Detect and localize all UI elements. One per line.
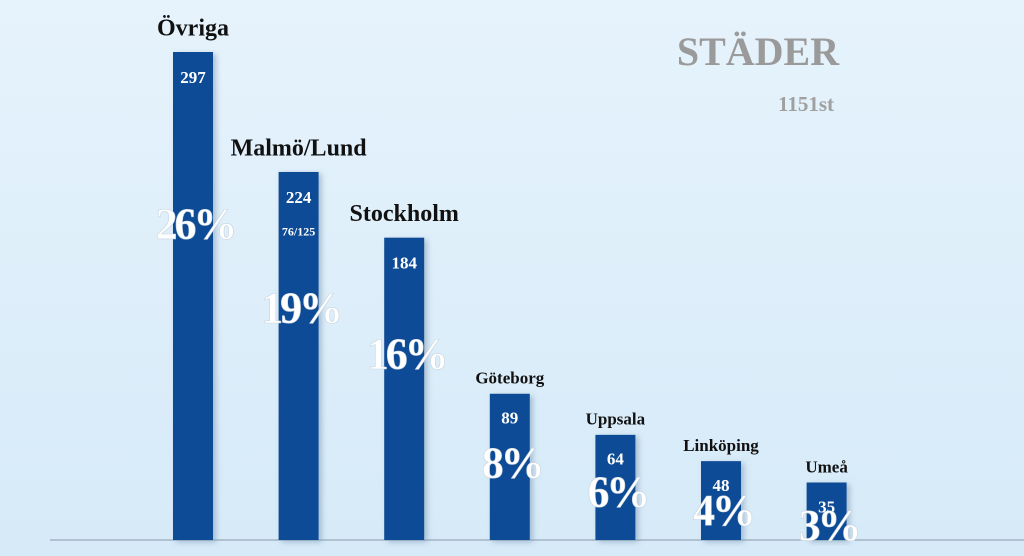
value-label: 48 (713, 476, 730, 495)
percent-label: 19% (261, 283, 340, 332)
percent-label: 4% (693, 486, 753, 535)
chart-title: STÄDER (677, 29, 840, 74)
category-label: Övriga (157, 16, 229, 42)
category-label: Göteborg (475, 369, 544, 388)
value-label: 35 (818, 497, 835, 516)
bar (489, 393, 530, 540)
percent-label: 6% (587, 467, 647, 516)
bar (701, 461, 741, 540)
bar (384, 237, 425, 540)
category-label: Linköping (683, 436, 759, 455)
value-label: 184 (391, 254, 417, 273)
annotation: 76/125 (282, 225, 315, 239)
value-label: 89 (501, 409, 518, 428)
percent-label: 26% (156, 199, 235, 248)
bar (595, 434, 636, 540)
category-label: Malmö/Lund (231, 135, 368, 161)
percent-label: 16% (367, 329, 446, 378)
category-label: Uppsala (586, 410, 646, 429)
chart-subtitle: 1151st (778, 92, 834, 116)
category-label: Stockholm (350, 201, 459, 227)
bar (806, 482, 847, 540)
value-label: 297 (180, 68, 206, 87)
bar (278, 171, 319, 541)
value-label: 224 (286, 188, 312, 207)
value-label: 64 (607, 450, 625, 469)
category-label: Umeå (805, 457, 848, 476)
percent-label: 3% (799, 501, 859, 550)
percent-label: 8% (482, 439, 542, 488)
bar (173, 52, 213, 540)
